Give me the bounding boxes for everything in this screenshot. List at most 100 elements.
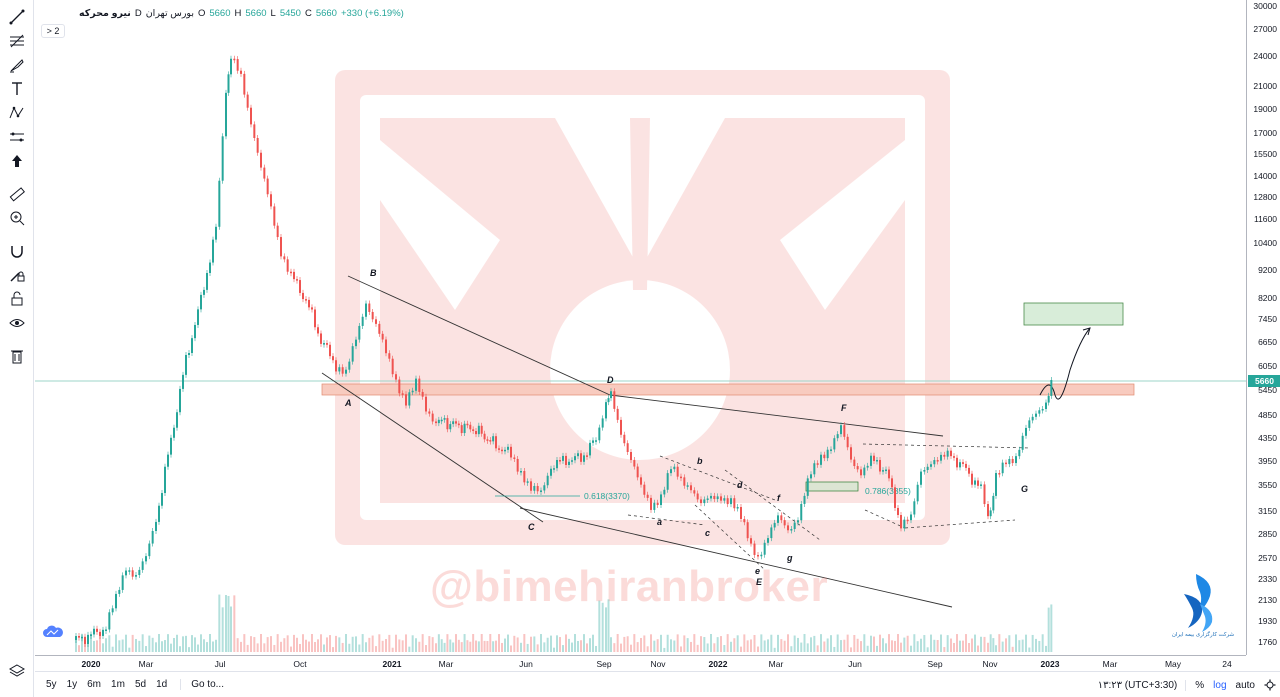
candle[interactable] [293, 271, 295, 280]
candle[interactable] [391, 358, 394, 375]
resistance-zone[interactable] [321, 383, 1135, 396]
candle[interactable] [1011, 458, 1014, 464]
candle[interactable] [646, 494, 649, 498]
fib-icon[interactable] [4, 30, 30, 52]
candle[interactable] [105, 629, 107, 631]
candle[interactable] [1025, 427, 1027, 436]
range-5y-button[interactable]: 5y [46, 679, 57, 690]
candle[interactable] [173, 427, 175, 438]
candle[interactable] [733, 498, 736, 509]
channel-lower-line-2[interactable] [519, 507, 953, 608]
candle[interactable] [863, 467, 866, 476]
candle[interactable] [706, 498, 709, 500]
candle[interactable] [846, 436, 849, 448]
candle[interactable] [723, 498, 726, 501]
candle[interactable] [653, 502, 656, 510]
candle[interactable] [421, 391, 424, 397]
candle[interactable] [1018, 449, 1021, 457]
candle[interactable] [368, 303, 371, 312]
candle[interactable] [1050, 380, 1053, 396]
candle[interactable] [633, 460, 636, 467]
candle[interactable] [995, 473, 997, 496]
candle[interactable] [720, 496, 722, 501]
candle[interactable] [131, 570, 134, 577]
candle[interactable] [233, 58, 236, 61]
candle[interactable] [138, 569, 141, 576]
candle[interactable] [1038, 410, 1041, 414]
candle[interactable] [375, 319, 377, 324]
candle[interactable] [940, 454, 942, 461]
candle[interactable] [523, 470, 526, 483]
arrow-icon[interactable] [4, 150, 30, 172]
lock-drawing-icon[interactable] [4, 264, 30, 286]
symbol-legend[interactable]: نیرو محرکه D بورس تهران O 5660 H 5660 L 545… [79, 8, 404, 19]
pattern-lines[interactable] [627, 443, 1031, 571]
candle[interactable] [787, 525, 789, 531]
candle[interactable] [673, 466, 676, 470]
candle[interactable] [860, 469, 862, 476]
candle[interactable] [455, 421, 457, 424]
price-axis[interactable]: 30000 27000 24000 21000 19000 17000 15500 14000… [1246, 0, 1280, 655]
candle[interactable] [449, 424, 452, 430]
candle[interactable] [710, 495, 712, 499]
candle[interactable] [1005, 462, 1007, 465]
candle[interactable] [236, 59, 239, 71]
candle[interactable] [977, 480, 979, 486]
candle[interactable] [516, 458, 519, 472]
candle[interactable] [900, 514, 902, 529]
candle[interactable] [840, 425, 842, 435]
candle[interactable] [108, 612, 111, 630]
candle[interactable] [574, 456, 576, 461]
brush-icon[interactable] [4, 54, 30, 76]
candle[interactable] [556, 460, 558, 469]
candle[interactable] [81, 636, 83, 639]
candle[interactable] [256, 137, 259, 153]
price-chart[interactable]: 0.618(3370) 0.786(3355) A B C Da b c d eEf g F G [35, 0, 1246, 655]
candle[interactable] [355, 339, 357, 347]
candle[interactable] [897, 507, 899, 515]
candle[interactable] [96, 628, 98, 632]
candle[interactable] [971, 473, 973, 485]
candle[interactable] [260, 152, 262, 168]
candle[interactable] [280, 237, 282, 257]
candle[interactable] [266, 178, 269, 195]
candle[interactable] [888, 469, 890, 479]
candle[interactable] [332, 356, 334, 361]
candle[interactable] [398, 379, 401, 394]
candle[interactable] [820, 454, 822, 465]
candle[interactable] [176, 412, 178, 428]
interval-label[interactable]: D [134, 8, 142, 19]
indicators-toggle-button[interactable]: > 2 [41, 24, 65, 38]
candle[interactable] [486, 439, 489, 441]
candle[interactable] [185, 354, 187, 375]
candle[interactable] [335, 360, 337, 372]
candle[interactable] [620, 419, 622, 435]
candle[interactable] [879, 459, 881, 472]
candle[interactable] [580, 453, 582, 462]
candle[interactable] [559, 460, 561, 462]
candle[interactable] [906, 519, 909, 522]
candle[interactable] [1045, 402, 1047, 409]
candle[interactable] [115, 593, 117, 609]
candle[interactable] [680, 476, 682, 479]
candle[interactable] [716, 496, 719, 500]
candle[interactable] [598, 427, 601, 441]
candle[interactable] [225, 92, 227, 137]
timezone-label[interactable]: ۱۳:۲۳ (UTC+3:30) [1098, 679, 1187, 691]
candle[interactable] [351, 346, 354, 362]
candle[interactable] [882, 470, 884, 472]
candle[interactable] [314, 309, 316, 328]
candle[interactable] [565, 455, 567, 465]
candle[interactable] [987, 504, 989, 517]
candle[interactable] [158, 505, 160, 522]
candle[interactable] [395, 374, 397, 380]
candle[interactable] [683, 477, 686, 486]
candle[interactable] [457, 423, 460, 426]
candle[interactable] [968, 467, 970, 474]
candle[interactable] [323, 343, 325, 345]
candle[interactable] [613, 391, 616, 409]
candle[interactable] [341, 367, 344, 374]
candle[interactable] [583, 455, 585, 462]
range-5d-button[interactable]: 5d [134, 679, 147, 690]
candle[interactable] [891, 478, 893, 488]
